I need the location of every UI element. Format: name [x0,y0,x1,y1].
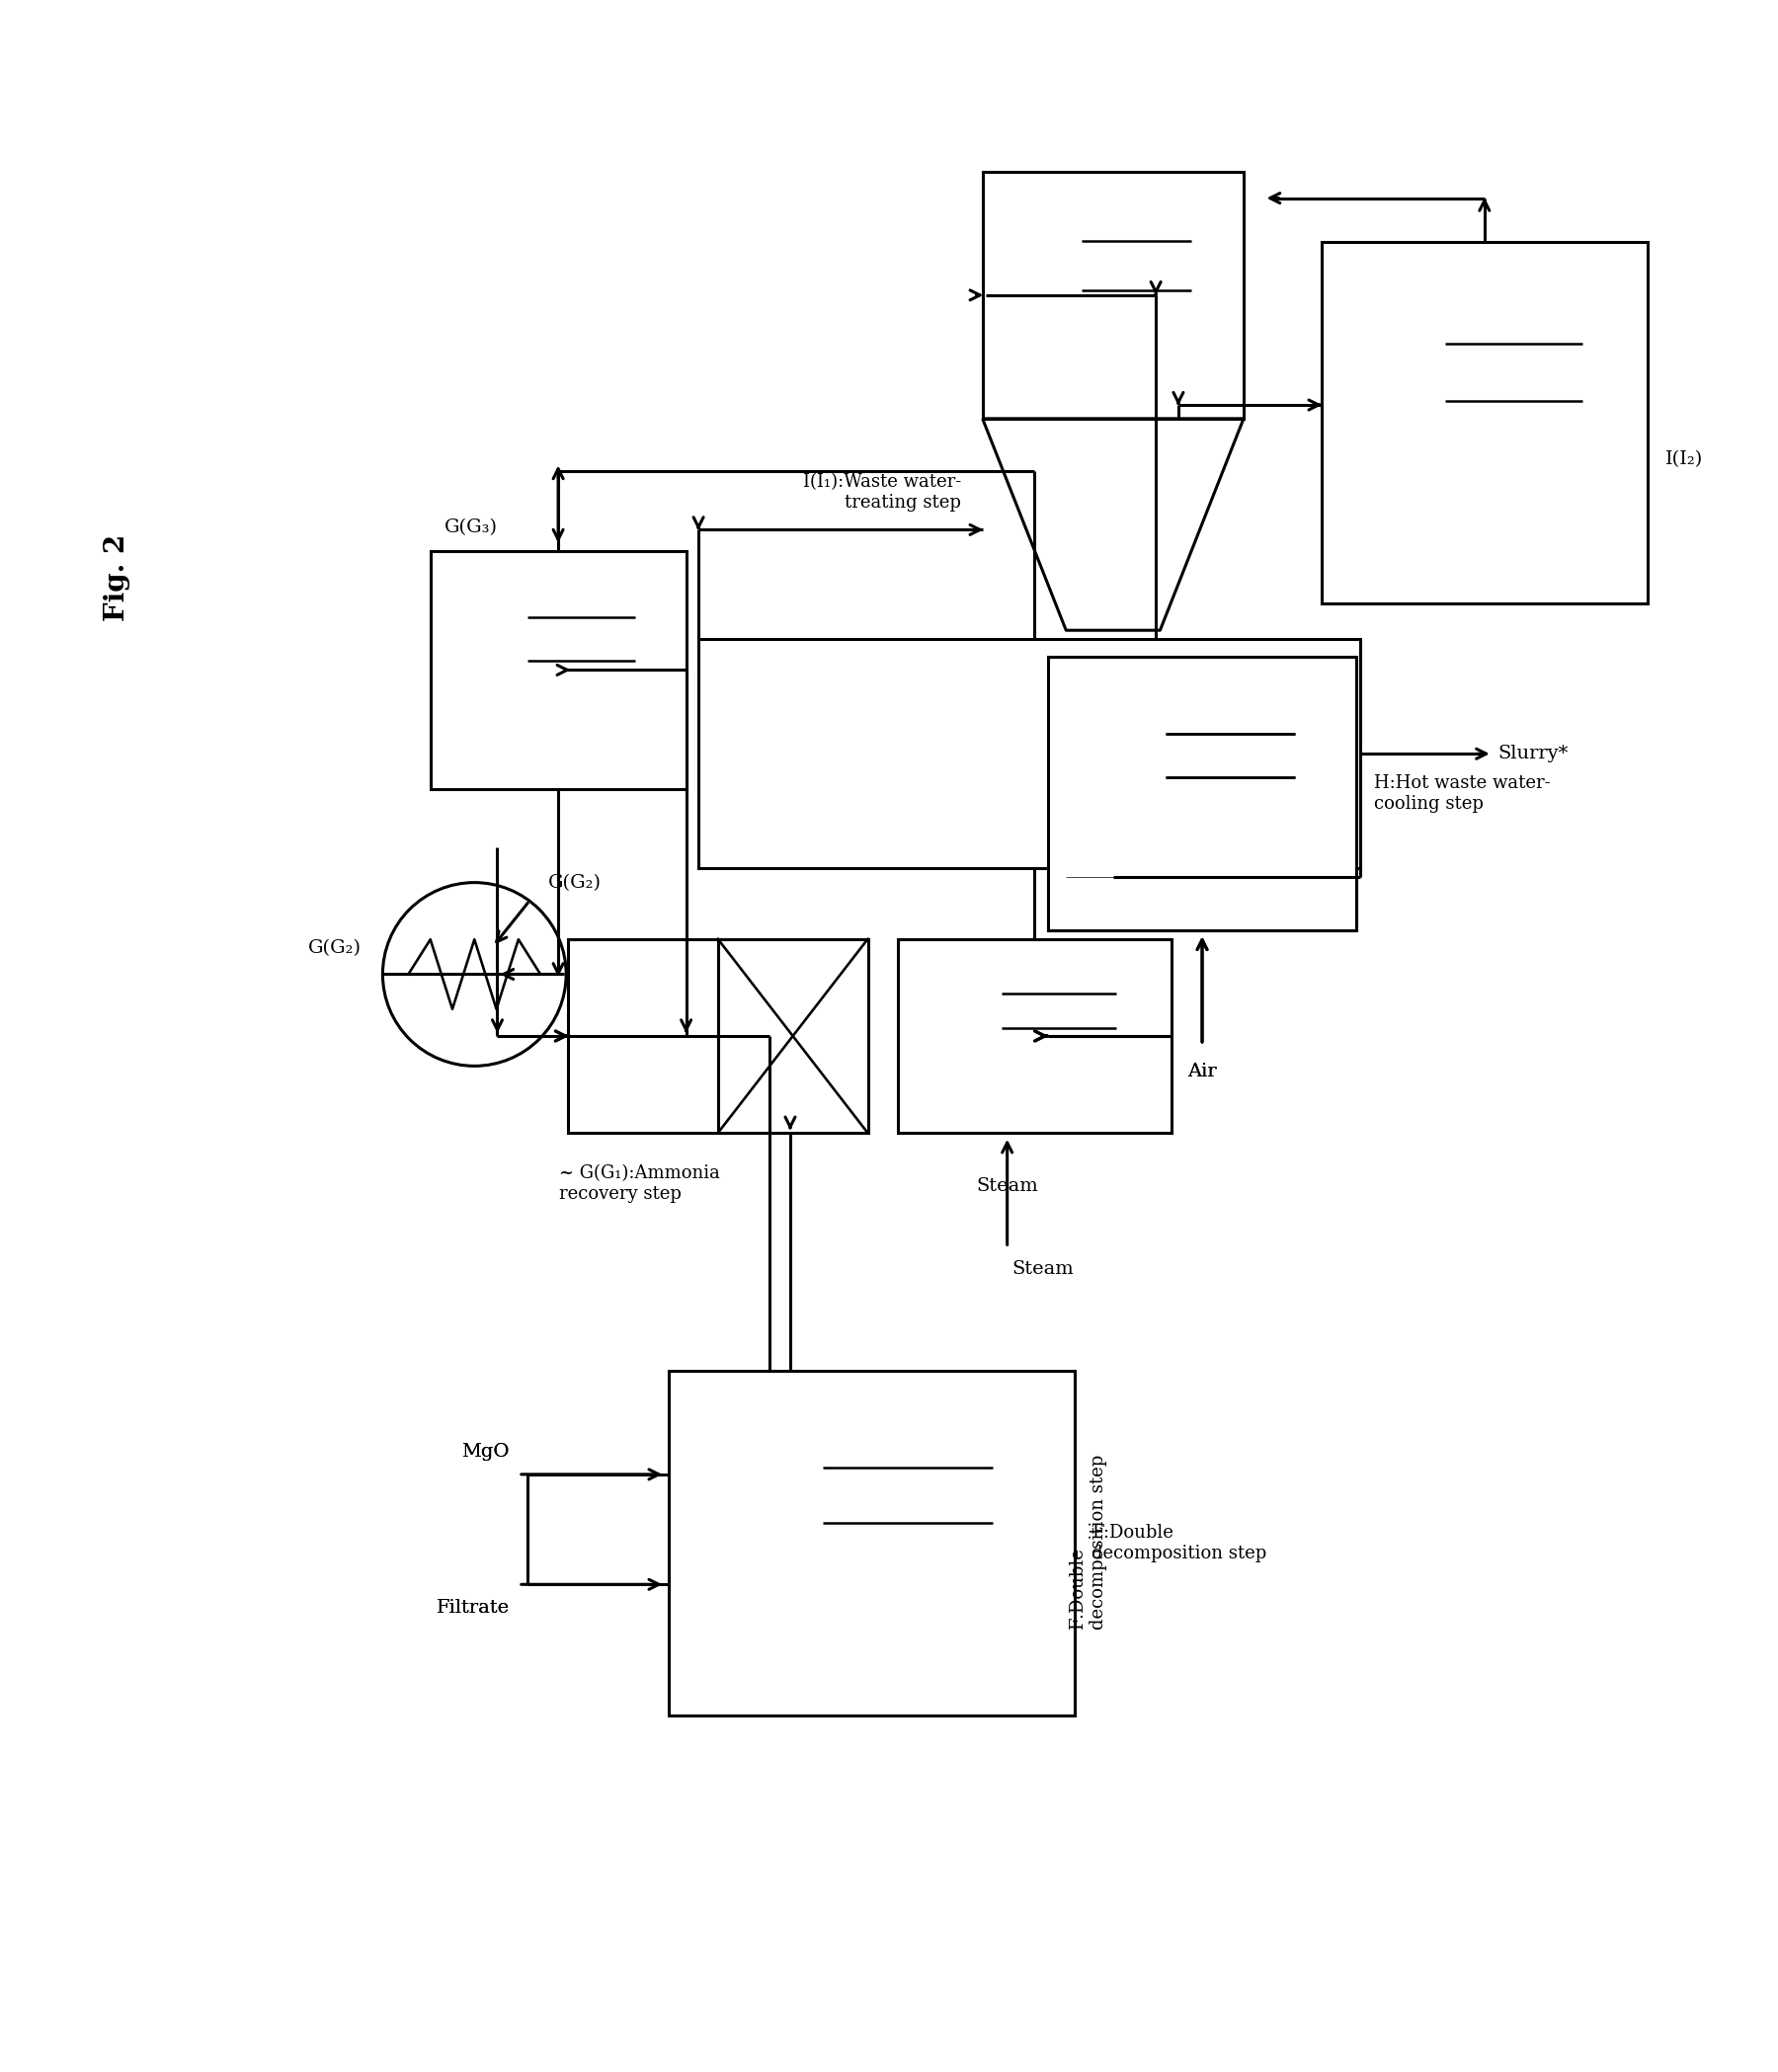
Bar [1321,242,1648,603]
Text: I(I₁):Waste water-
treating step: I(I₁):Waste water- treating step [804,474,962,512]
Bar [1047,657,1357,930]
Bar [1047,657,1357,930]
Text: Filtrate: Filtrate [436,1598,510,1616]
Text: Fig. 2: Fig. 2 [103,535,130,622]
Bar [430,551,686,789]
Text: I(I₂): I(I₂) [1666,450,1703,468]
Text: G(G₂): G(G₂) [548,874,601,891]
Text: MgO: MgO [462,1442,510,1461]
Text: H:Hot waste water-
cooling step: H:Hot waste water- cooling step [1374,775,1550,812]
Bar [983,172,1243,419]
Text: F:Double
decomposition step: F:Double decomposition step [1092,1525,1268,1562]
Text: Air: Air [1188,1063,1216,1080]
Text: MgO: MgO [462,1442,510,1461]
Text: G(G₃): G(G₃) [444,518,498,537]
Polygon shape [983,419,1243,630]
Bar [567,939,718,1133]
Text: G(G₂): G(G₂) [308,939,361,957]
Text: F:Double
decomposition step: F:Double decomposition step [1069,1455,1108,1629]
Bar [699,638,1360,868]
Bar [898,939,1172,1133]
Text: Steam: Steam [976,1177,1038,1196]
Text: Filtrate: Filtrate [436,1598,510,1616]
Bar [669,1372,1074,1716]
Text: Steam: Steam [1012,1260,1074,1278]
Text: Air: Air [1188,1063,1216,1080]
Bar [718,939,868,1133]
Text: ~ G(G₁):Ammonia
recovery step: ~ G(G₁):Ammonia recovery step [558,1164,720,1204]
Text: Slurry*: Slurry* [1497,744,1568,762]
